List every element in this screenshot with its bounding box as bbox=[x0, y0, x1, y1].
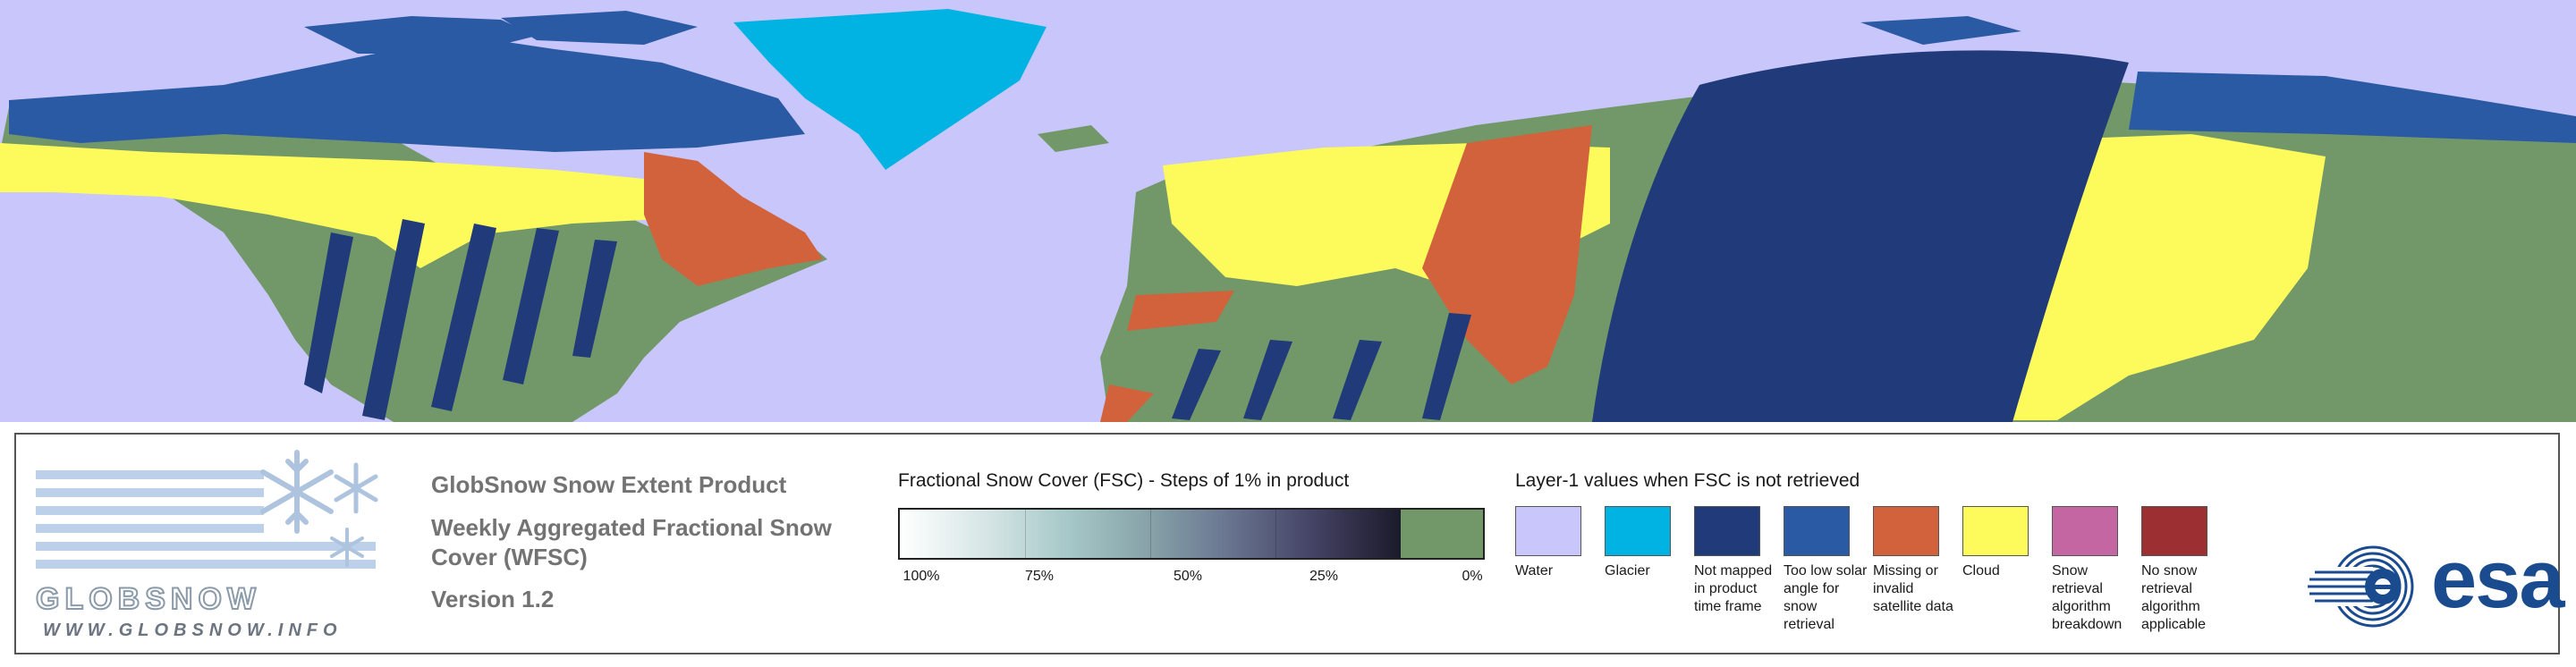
logo-wordmark: GLOBSNOW bbox=[35, 581, 261, 617]
north-america-landmass bbox=[0, 16, 827, 422]
fsc-tick-label: 75% bbox=[1024, 569, 1055, 584]
fsc-tick-mark bbox=[1150, 510, 1151, 558]
swatch-algorithm-breakdown-label: Snow retrieval algorithm breakdown bbox=[2052, 563, 2123, 632]
fsc-tick-mark bbox=[1275, 510, 1276, 558]
swatch-not-mapped-label: Not mapped in product time frame bbox=[1694, 563, 1773, 614]
swatch-not-applicable bbox=[2141, 506, 2207, 556]
logo-stripes bbox=[36, 470, 376, 569]
swatch-water bbox=[1515, 506, 1581, 556]
swatch-cloud-label: Cloud bbox=[1962, 563, 2000, 578]
snow-cover-map bbox=[0, 0, 2576, 422]
fsc-color-ramp bbox=[898, 508, 1485, 560]
logo-url: WWW.GLOBSNOW.INFO bbox=[43, 621, 343, 640]
fsc-gradient bbox=[900, 510, 1401, 558]
eurasia-landmass bbox=[1100, 50, 2576, 422]
arctic-islands bbox=[501, 11, 2021, 152]
layer1-legend-heading: Layer-1 values when FSC is not retrieved bbox=[1515, 470, 1860, 491]
swatch-missing-data-label: Missing or invalid satellite data bbox=[1873, 563, 1953, 614]
swatch-not-applicable-label: No snow retrieval algorithm applicable bbox=[2141, 563, 2207, 632]
swatch-algorithm-breakdown bbox=[2052, 506, 2118, 556]
esa-emblem-icon bbox=[2306, 545, 2414, 628]
swatch-missing-data bbox=[1873, 506, 1939, 556]
fsc-zero-swatch bbox=[1401, 510, 1483, 558]
snowflake-icon bbox=[260, 450, 334, 534]
swatch-glacier-label: Glacier bbox=[1605, 563, 1650, 578]
globsnow-logo bbox=[36, 450, 378, 569]
product-version: Version 1.2 bbox=[431, 586, 555, 612]
fsc-tick-label: 50% bbox=[1173, 569, 1203, 584]
fsc-tick-label: 100% bbox=[902, 569, 940, 584]
product-subtitle: Weekly Aggregated Fractional Snow Cover … bbox=[431, 514, 832, 570]
swatch-glacier bbox=[1605, 506, 1671, 556]
swatch-low-solar-angle bbox=[1784, 506, 1850, 556]
fsc-tick-label: 0% bbox=[1462, 569, 1483, 584]
fsc-legend-heading: Fractional Snow Cover (FSC) - Steps of 1… bbox=[898, 470, 1350, 491]
fsc-tick-mark bbox=[1025, 510, 1026, 558]
snowflake-icon bbox=[330, 528, 364, 567]
fsc-tick-label: 25% bbox=[1309, 569, 1339, 584]
swatch-not-mapped bbox=[1694, 506, 1760, 556]
snowflake-icon bbox=[334, 462, 378, 514]
legend-panel: GLOBSNOW WWW.GLOBSNOW.INFO GlobSnow Snow… bbox=[14, 433, 2564, 654]
greenland-landmass bbox=[733, 9, 1046, 170]
swatch-cloud bbox=[1962, 506, 2029, 556]
product-title: GlobSnow Snow Extent Product bbox=[431, 471, 787, 498]
swatch-water-label: Water bbox=[1515, 563, 1554, 578]
swatch-low-solar-angle-label: Too low solar angle for snow retrieval bbox=[1784, 563, 1868, 632]
esa-logo-text: esa bbox=[2431, 534, 2564, 625]
